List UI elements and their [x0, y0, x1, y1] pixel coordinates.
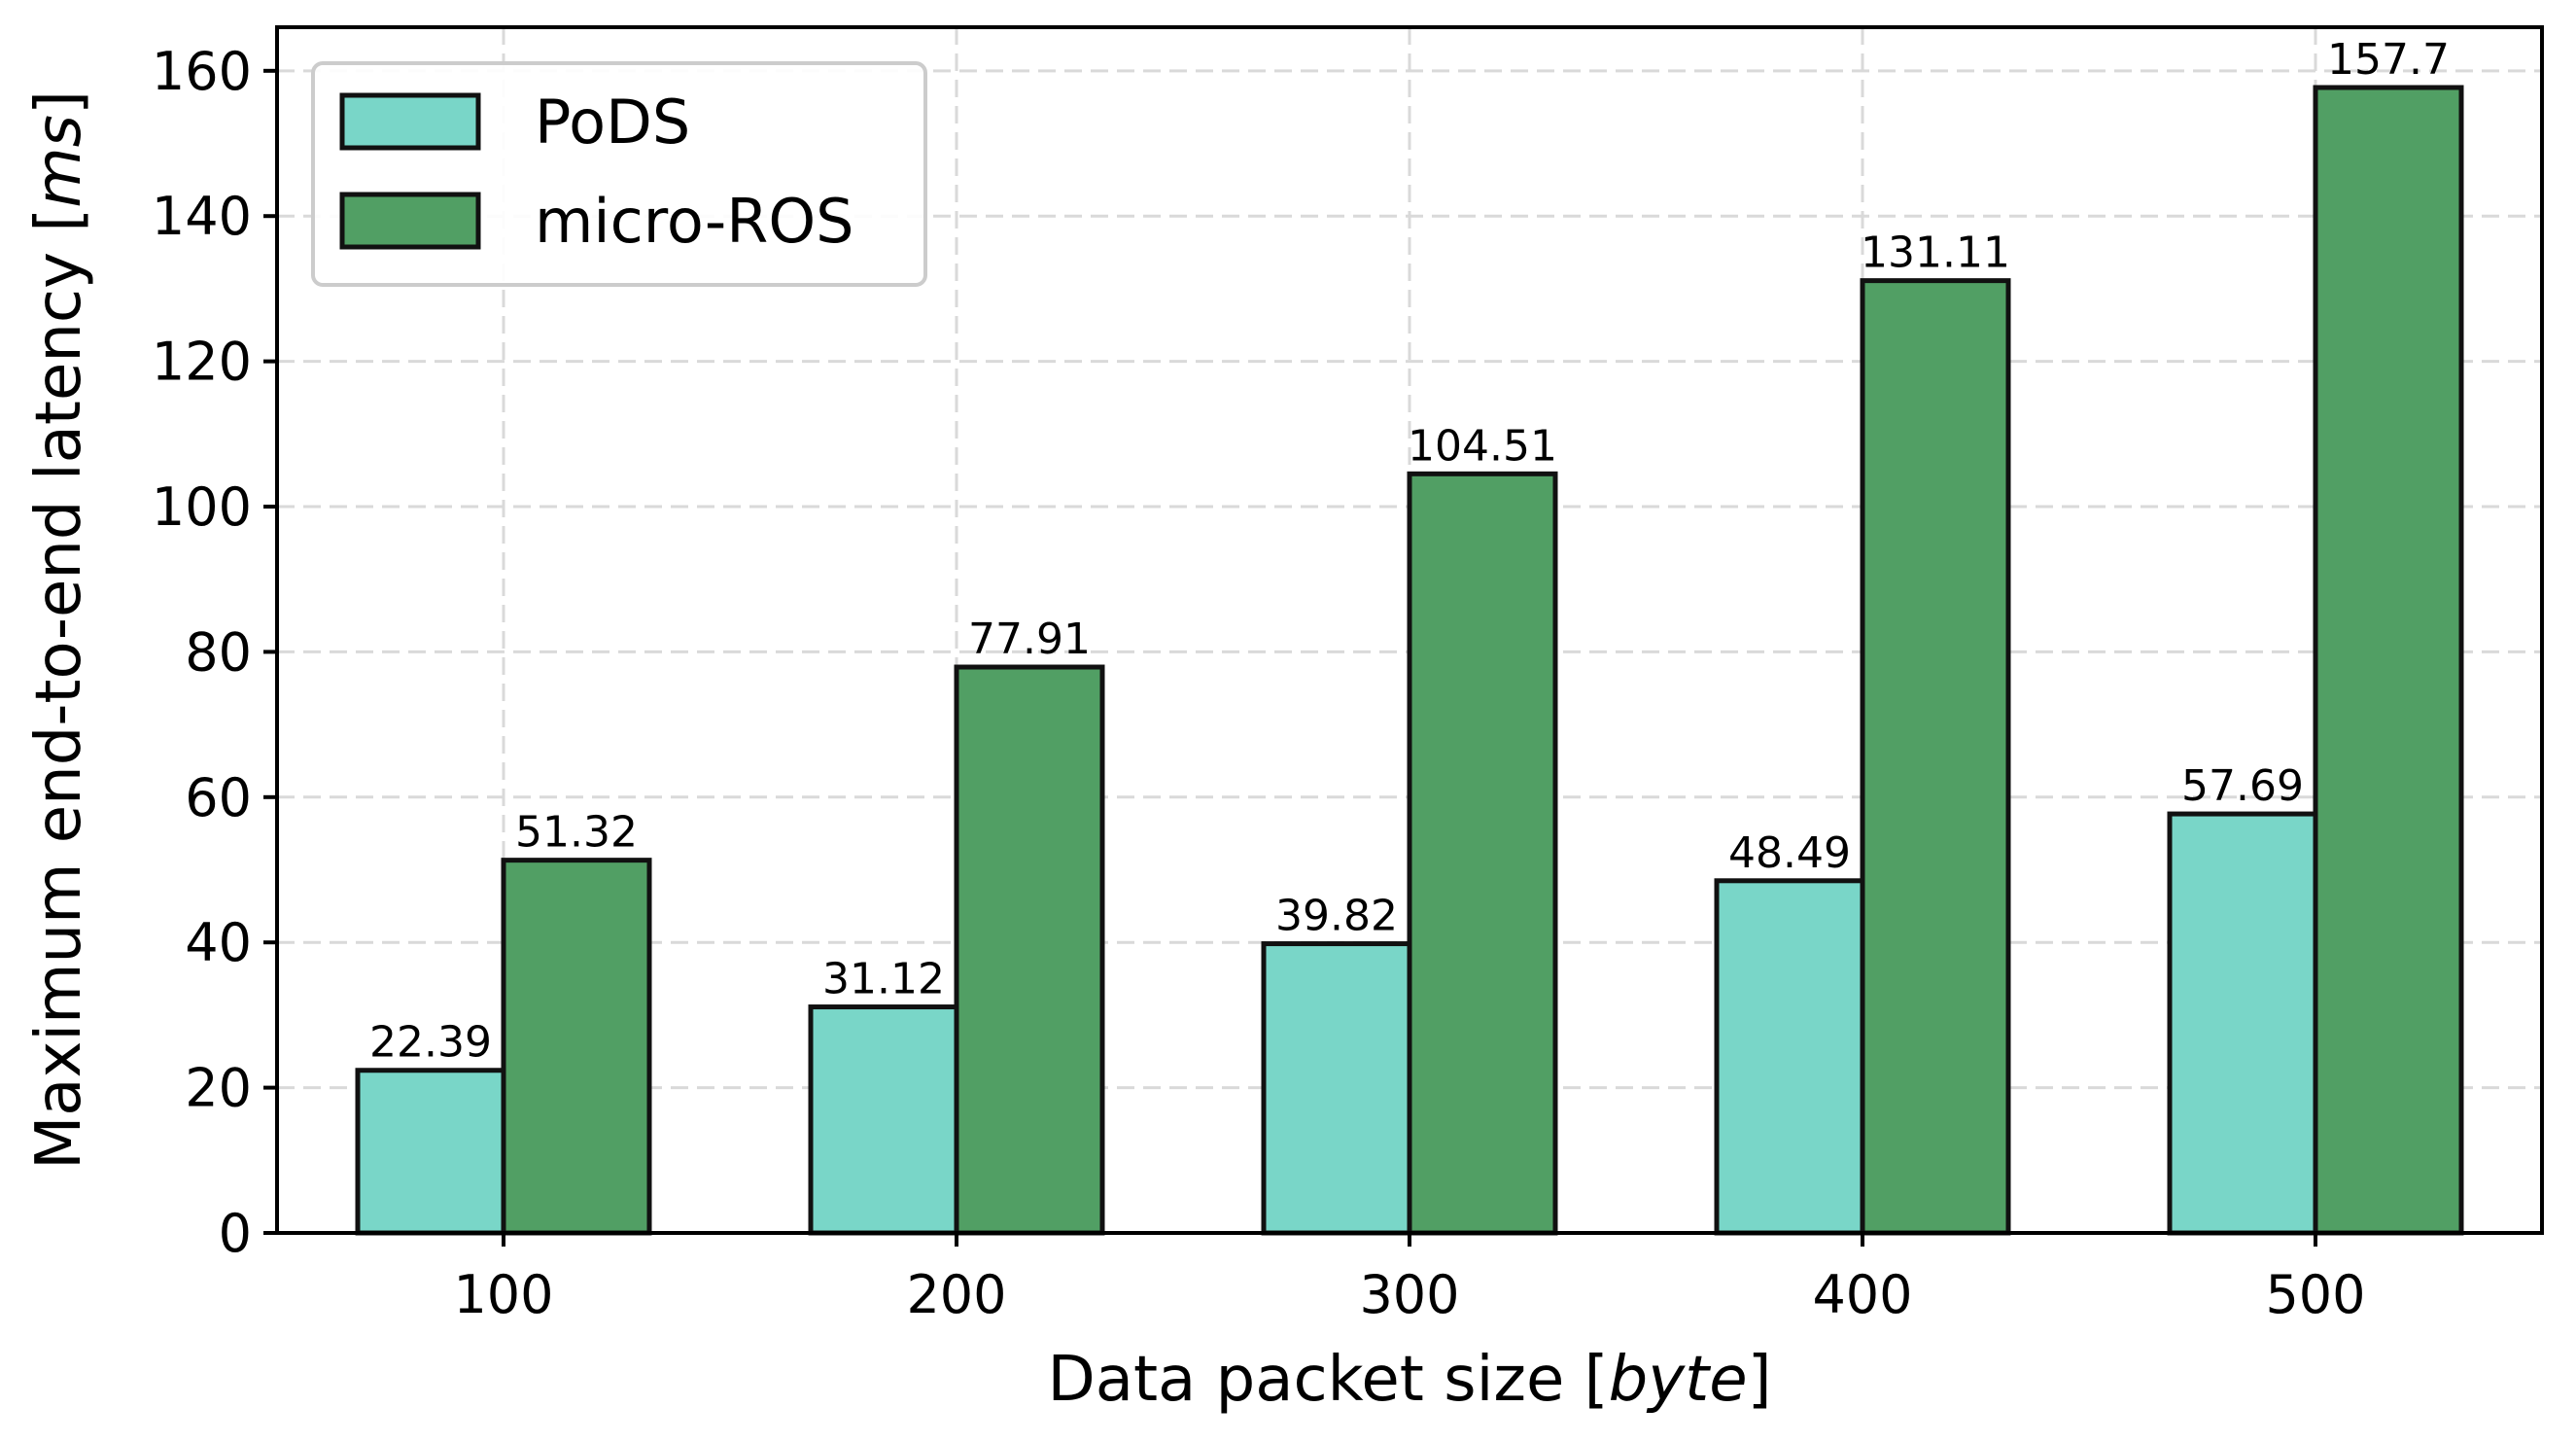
y-tick-label: 140 [152, 186, 252, 247]
x-tick-label: 200 [906, 1264, 1006, 1325]
bar-value-label: 104.51 [1408, 421, 1557, 471]
y-tick-label: 40 [185, 912, 252, 973]
bar-value-label: 31.12 [822, 955, 945, 1004]
bar-micro-ros-200 [954, 664, 1105, 1236]
bar-micro-ros-100 [501, 858, 652, 1236]
bar-value-label: 77.91 [968, 615, 1091, 664]
bar-pods-100 [355, 1068, 506, 1236]
bar-micro-ros-300 [1407, 471, 1558, 1236]
bars [355, 85, 2464, 1236]
bar-value-label: 157.7 [2327, 35, 2450, 85]
bar-pods-400 [1714, 878, 1865, 1236]
legend-swatch-micro-ros [339, 192, 481, 250]
y-tick-label: 60 [185, 767, 252, 828]
x-axis-ticks: 100 200 300 400 500 [453, 1233, 2366, 1325]
y-tick-label: 0 [219, 1203, 252, 1264]
y-axis-label: Maximum end-to-end latency [ms] [23, 90, 95, 1170]
y-tick-label: 120 [152, 332, 252, 393]
bar-value-label: 51.32 [515, 808, 638, 858]
y-axis-ticks: 0 20 40 60 80 100 120 140 160 [152, 41, 277, 1264]
y-tick-label: 80 [185, 621, 252, 683]
bar-value-label: 131.11 [1861, 229, 2010, 278]
bar-value-label: 22.39 [369, 1018, 492, 1068]
legend: PoDS micro-ROS [311, 61, 927, 287]
bar-value-labels: 22.39 51.32 31.12 77.91 39.82 104.51 48.49 131.… [369, 35, 2450, 1068]
bar-micro-ros-500 [2313, 85, 2464, 1236]
legend-label-pods: PoDS [535, 87, 690, 158]
x-tick-label: 500 [2265, 1264, 2365, 1325]
bar-value-label: 57.69 [2181, 761, 2304, 811]
bar-pods-300 [1261, 941, 1412, 1236]
x-axis-label: Data packet size [byte] [1047, 1344, 1771, 1416]
bar-pods-200 [808, 1004, 959, 1236]
x-tick-label: 400 [1812, 1264, 1912, 1325]
x-tick-label: 300 [1359, 1264, 1459, 1325]
bar-micro-ros-400 [1860, 278, 2011, 1236]
legend-label-micro-ros: micro-ROS [535, 186, 854, 257]
y-tick-label: 20 [185, 1058, 252, 1119]
y-tick-label: 160 [152, 41, 252, 102]
bar-value-label: 48.49 [1728, 828, 1851, 878]
y-tick-label: 100 [152, 476, 252, 538]
bar-pods-500 [2167, 811, 2318, 1236]
x-tick-label: 100 [453, 1264, 553, 1325]
legend-swatch-pods [339, 92, 481, 151]
bar-value-label: 39.82 [1275, 892, 1398, 941]
